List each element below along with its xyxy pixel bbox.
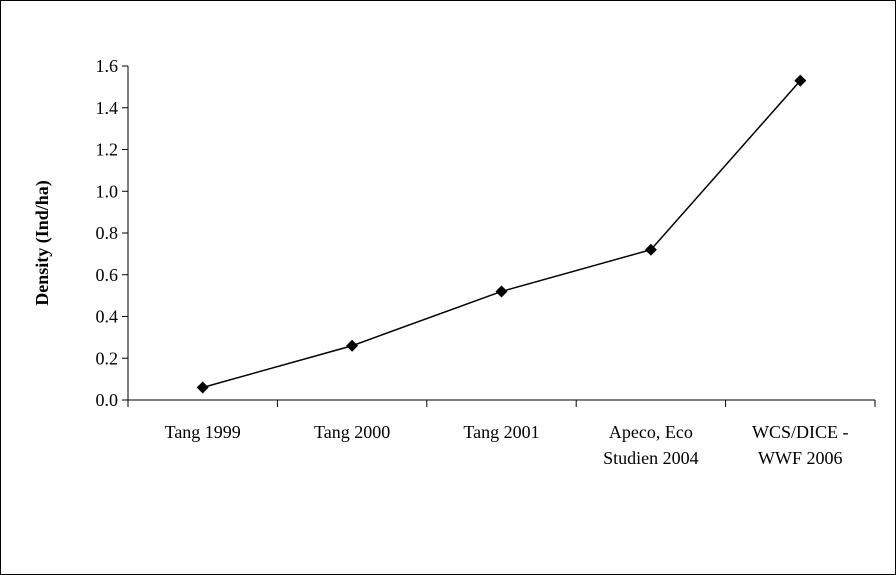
y-tick-label: 1.0 — [96, 181, 119, 201]
y-tick-label: 1.6 — [96, 56, 119, 76]
x-tick-label: Apeco, Eco Studien 2004 — [603, 422, 699, 468]
y-tick-label: 0.8 — [96, 223, 119, 243]
x-tick-label: Tang 1999 — [165, 422, 241, 442]
data-point-marker — [196, 381, 209, 394]
series-layer — [196, 74, 807, 394]
x-tick-label: Tang 2001 — [463, 422, 539, 442]
y-tick-label: 0.6 — [96, 265, 119, 285]
data-point-marker — [644, 243, 657, 256]
x-tick-label: WCS/DICE -WWF 2006 — [752, 422, 849, 468]
axes — [127, 66, 875, 401]
y-tick-label: 0.4 — [96, 307, 119, 327]
y-axis-title: Density (Ind/ha) — [32, 180, 53, 306]
y-tick-label: 1.4 — [96, 98, 119, 118]
y-tick-label: 1.2 — [96, 140, 119, 160]
y-tick-label: 0.2 — [96, 348, 119, 368]
x-tick-label: Tang 2000 — [314, 422, 390, 442]
y-tick-label: 0.0 — [96, 390, 119, 410]
x-axis-ticks: Tang 1999 Tang 2000 Tang 2001 Apeco, Eco Stu… — [127, 400, 876, 468]
data-point-marker — [346, 339, 359, 352]
series-line — [202, 80, 801, 389]
data-point-marker — [495, 285, 508, 298]
data-point-marker — [794, 74, 807, 87]
y-axis-ticks: 0.0 0.2 0.4 0.6 0.8 1.0 1.2 1.4 1.6 — [96, 56, 128, 410]
